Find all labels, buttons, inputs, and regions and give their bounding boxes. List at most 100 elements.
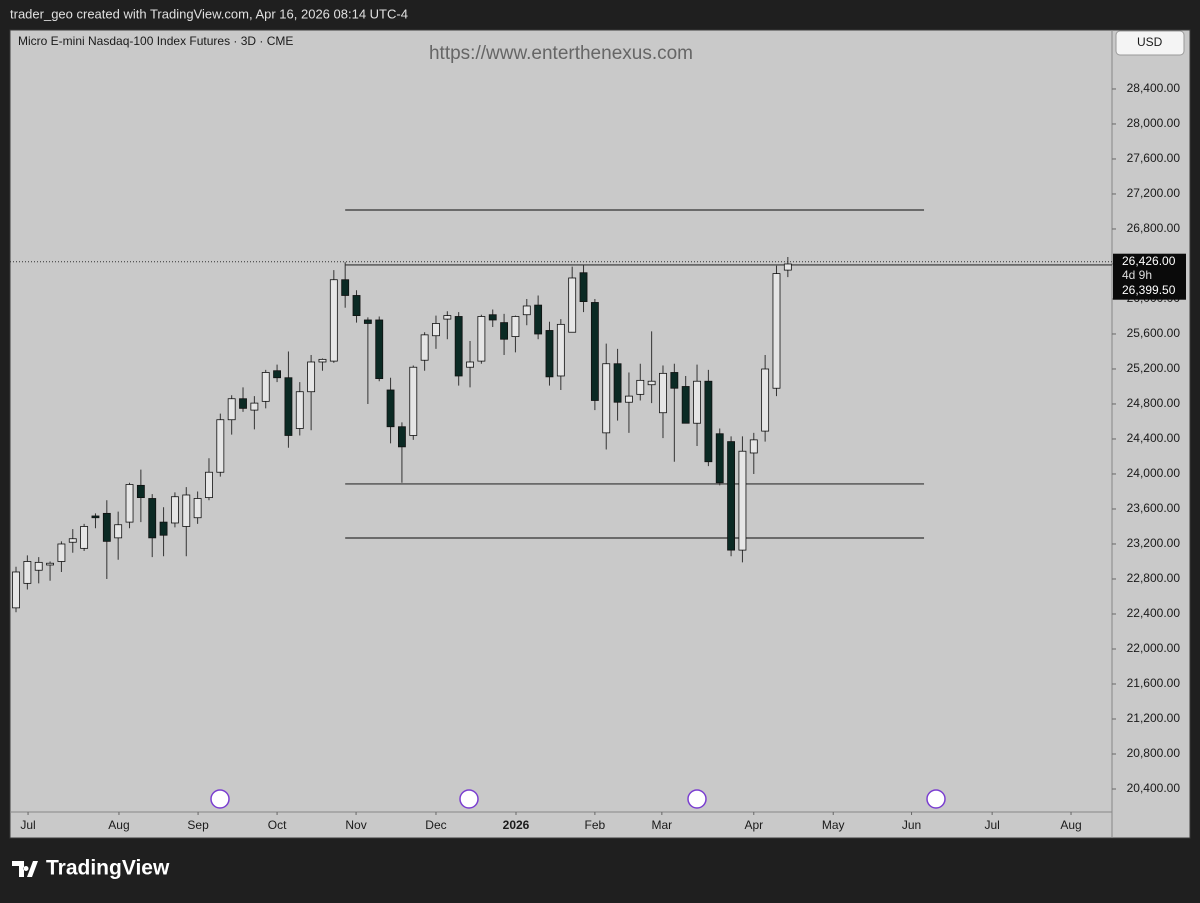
candle-body: [625, 395, 633, 403]
event-icon[interactable]: [926, 789, 946, 809]
y-tick-label: 20,400.00: [1127, 781, 1181, 795]
credit: trader_geo created with TradingView.com,…: [10, 6, 408, 21]
candle-body: [114, 524, 123, 539]
candle-body: [352, 295, 361, 317]
currency: USD: [1137, 35, 1163, 49]
x-tick-label: Jul: [20, 818, 35, 832]
candle-body: [318, 358, 327, 363]
candle-body: [715, 433, 724, 484]
candle-body: [375, 319, 384, 380]
event-icon[interactable]: [210, 789, 230, 809]
candle-body: [432, 323, 440, 337]
candle-body: [534, 304, 543, 335]
footer-brand: TradingView: [46, 857, 170, 880]
y-tick-label: 25,200.00: [1127, 361, 1181, 375]
candle-body: [159, 521, 168, 536]
footer-logo: [12, 861, 38, 877]
x-tick-label: Oct: [268, 818, 287, 832]
x-tick-label: Apr: [744, 818, 763, 832]
candle-body: [171, 496, 179, 524]
event-icon[interactable]: [459, 789, 479, 809]
y-tick-label: 28,400.00: [1127, 81, 1181, 95]
candle-body: [466, 361, 474, 368]
candle-body: [568, 277, 577, 333]
event-icons: [210, 789, 946, 809]
y-tick-label: 22,800.00: [1127, 571, 1181, 585]
candle-body: [613, 363, 622, 403]
candle-body: [329, 279, 338, 362]
candle-body: [136, 484, 145, 499]
y-tick-label: 21,600.00: [1127, 676, 1181, 690]
candle-body: [454, 316, 463, 377]
candle-body: [398, 426, 406, 448]
candle-body: [477, 316, 486, 362]
candle-body: [193, 498, 202, 519]
x-tick-label: Jul: [984, 818, 999, 832]
x-tick-label: Aug: [1060, 818, 1081, 832]
candle-body: [443, 315, 452, 320]
candle-body: [670, 372, 679, 389]
x-tick-label: Jun: [902, 818, 921, 832]
candle-body: [693, 380, 701, 424]
y-tick-label: 21,200.00: [1127, 711, 1181, 725]
x-tick-label: Mar: [652, 818, 673, 832]
y-tick-label: 23,200.00: [1127, 536, 1181, 550]
candle-body: [488, 314, 497, 321]
y-tick-label: 24,400.00: [1127, 431, 1181, 445]
x-tick-label: Feb: [585, 818, 606, 832]
candle-body: [102, 512, 111, 542]
x-tick-label: Sep: [187, 818, 209, 832]
candle-body: [783, 263, 792, 271]
candle-body: [284, 377, 293, 436]
close-label: 26,399.50: [1122, 283, 1176, 297]
y-tick-label: 24,800.00: [1127, 396, 1181, 410]
candle-body: [273, 370, 281, 379]
candle-body: [295, 391, 304, 429]
candle-body: [772, 273, 781, 389]
x-tick-label: 2026: [503, 818, 530, 832]
candle-body: [590, 302, 599, 401]
x-tick-label: May: [822, 818, 845, 832]
y-tick-label: 27,200.00: [1127, 186, 1181, 200]
candle-body: [681, 386, 690, 424]
candle-body: [239, 398, 247, 409]
candle-body: [522, 305, 531, 316]
candle-body: [125, 484, 134, 523]
candle-body: [363, 319, 372, 324]
candle-body: [659, 372, 667, 414]
y-tick-label: 28,000.00: [1127, 116, 1181, 130]
candle-body: [250, 402, 259, 411]
chart-title: Micro E-mini Nasdaq-100 Index Futures · …: [18, 34, 293, 48]
candle-body: [261, 372, 270, 402]
y-tick-label: 22,400.00: [1127, 606, 1181, 620]
candle-body: [386, 389, 395, 428]
last-price-label: 26,426.00: [1122, 254, 1176, 268]
event-icon[interactable]: [687, 789, 707, 809]
candle-body: [704, 380, 713, 463]
candle-body: [34, 561, 43, 571]
candle-body: [341, 279, 350, 296]
y-tick-label: 22,000.00: [1127, 641, 1181, 655]
candle-body: [12, 571, 20, 609]
candle-body: [738, 450, 747, 551]
y-tick-label: 23,600.00: [1127, 501, 1181, 515]
candle-body: [205, 471, 213, 499]
candle-body: [420, 334, 429, 361]
plot: [10, 209, 1112, 613]
currency-button[interactable]: [1115, 30, 1185, 56]
candle-body: [636, 379, 645, 395]
chart-background: [9, 29, 1191, 839]
y-tick-label: 24,000.00: [1127, 466, 1181, 480]
candle-body: [80, 526, 89, 549]
candle-body: [46, 562, 54, 566]
candle-body: [68, 538, 77, 543]
candle-body: [91, 515, 100, 519]
candle-body: [761, 368, 770, 432]
candle-body: [500, 322, 508, 340]
x-tick-label: Aug: [108, 818, 129, 832]
x-tick-label: Dec: [425, 818, 446, 832]
y-tick-label: 27,600.00: [1127, 151, 1181, 165]
candle-body: [556, 323, 565, 377]
